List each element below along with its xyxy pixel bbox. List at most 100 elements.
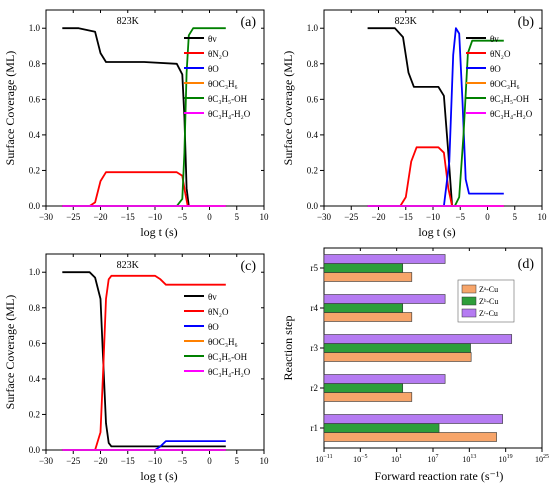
- y-tick-label: 0.2: [307, 165, 318, 175]
- y-tick-label: 0.0: [29, 445, 41, 455]
- x-tick-label: −20: [371, 212, 386, 222]
- chart-svg: −30 −25 −20 −15 −10 −5 0 5 10 0.0 0.2 0.4 0.6 0.8 1.0 l…: [3, 253, 269, 483]
- x-tick-label: −15: [399, 212, 414, 222]
- x-tick-label: 1013: [462, 454, 476, 464]
- x-tick-label: 1019: [499, 454, 513, 464]
- bar-r1-0: [323, 432, 497, 442]
- series-line-2: [367, 27, 504, 207]
- x-tick-label: 0: [207, 456, 212, 466]
- x-tick-label: −25: [66, 212, 81, 222]
- legend-swatch-0: [461, 284, 477, 294]
- x-tick-label: −30: [39, 212, 54, 222]
- legend-label-4: θC₃H₅-OH: [490, 94, 530, 104]
- x-tick-label: −30: [39, 456, 54, 466]
- legend-label-1: θN₂O: [208, 307, 229, 317]
- x-tick-label: −20: [93, 212, 108, 222]
- x-tick-label: 10: [538, 212, 548, 222]
- y-tick-label: 0.4: [29, 130, 41, 140]
- legend-label-3: θOC₃H₆: [490, 79, 520, 89]
- y-tick-label: 0.8: [29, 59, 41, 69]
- x-tick-label: −25: [66, 456, 81, 466]
- chart-svg: −30 −25 −20 −15 −10 −5 0 5 10 0.0 0.2 0.4 0.6 0.8 1.0 l…: [3, 9, 270, 239]
- chart-panel-a: −30 −25 −20 −15 −10 −5 0 5 10 0.0 0.2 0.4 0.6 0.8 1.0 l…: [0, 0, 272, 244]
- bar-r5-2: [323, 254, 446, 264]
- legend-swatch-2: [461, 308, 477, 318]
- y-tick-label: 0.6: [29, 94, 41, 104]
- legend-label-1: θN₂O: [208, 49, 229, 59]
- x-tick-label: 0: [485, 212, 490, 222]
- y-axis-label: Reaction step: [281, 316, 295, 381]
- series-line-0: [62, 271, 226, 448]
- bar-r2-0: [323, 392, 413, 402]
- legend-label-3: θOC₃H₆: [208, 337, 238, 347]
- x-tick-label: 10: [260, 212, 270, 222]
- bar-r4-1: [323, 303, 404, 313]
- temperature-annotation: 823K: [117, 260, 140, 271]
- legend-label-2: θO: [490, 64, 501, 74]
- bar-r2-2: [323, 374, 446, 384]
- legend-swatch-1: [461, 296, 477, 306]
- legend-label-3: θOC₃H₆: [208, 79, 238, 89]
- chart-panel-d: 10−11 10−5 101 107 1013 1019 1025 r1 r2 r3 r4 r5 For…: [278, 244, 550, 488]
- plot-frame: [323, 9, 543, 207]
- series-line-1: [62, 274, 226, 451]
- chart-svg: −30 −25 −20 −15 −10 −5 0 5 10 0.0 0.2 0.4 0.6 0.8 1.0 l…: [281, 9, 548, 239]
- x-axis-label: log t (s): [140, 469, 177, 483]
- series-line-0: [62, 27, 226, 207]
- x-tick-label: 0: [207, 212, 212, 222]
- legend-label-4: θC₃H₅-OH: [208, 352, 248, 362]
- panel-label: (b): [518, 15, 535, 30]
- series-line-4: [367, 39, 504, 207]
- x-tick-label: 5: [513, 212, 518, 222]
- legend-label-5: θC₃H₄-H₂O: [490, 109, 533, 119]
- bar-r2-1: [323, 383, 404, 393]
- y-tick-label: 1.0: [307, 23, 319, 33]
- legend-label-1: θN₂O: [490, 49, 511, 59]
- legend-label-1: Zᵇ-Cu: [479, 297, 498, 306]
- y-tick-label: 1.0: [29, 23, 41, 33]
- legend-label-0: Zᵃ-Cu: [479, 285, 498, 294]
- x-tick-label: 10−11: [315, 454, 332, 464]
- x-tick-label: −20: [93, 456, 108, 466]
- bar-r1-1: [323, 423, 440, 433]
- temperature-annotation: 823K: [395, 16, 418, 27]
- y-tick-label: r2: [311, 383, 319, 393]
- x-tick-label: 5: [235, 212, 240, 222]
- y-tick-label: 0.4: [29, 374, 41, 384]
- x-tick-label: 101: [391, 454, 402, 464]
- bar-r3-2: [323, 334, 513, 344]
- y-tick-label: r1: [311, 423, 319, 433]
- bar-r5-0: [323, 272, 413, 282]
- panel-label: (d): [518, 257, 535, 272]
- x-tick-label: 10−5: [353, 454, 367, 464]
- y-axis-label: Surface Coverage (ML): [3, 295, 17, 410]
- legend-label-5: θC₃H₄-H₂O: [208, 367, 251, 377]
- x-tick-label: −10: [426, 212, 441, 222]
- x-tick-label: 5: [235, 456, 240, 466]
- y-tick-label: 0.4: [307, 130, 319, 140]
- x-tick-label: −30: [317, 212, 332, 222]
- y-tick-label: 0.8: [307, 59, 319, 69]
- chart-panel-b: −30 −25 −20 −15 −10 −5 0 5 10 0.0 0.2 0.4 0.6 0.8 1.0 l…: [278, 0, 550, 244]
- bar-r3-1: [323, 343, 471, 353]
- y-tick-label: r3: [311, 343, 319, 353]
- x-tick-label: 107: [428, 454, 439, 464]
- chart-panel-c: −30 −25 −20 −15 −10 −5 0 5 10 0.0 0.2 0.4 0.6 0.8 1.0 l…: [0, 244, 272, 488]
- legend-label-2: θO: [208, 322, 219, 332]
- legend-label-4: θC₃H₅-OH: [208, 94, 248, 104]
- y-tick-label: r5: [311, 263, 319, 273]
- temperature-annotation: 823K: [117, 16, 140, 27]
- chart-svg: 10−11 10−5 101 107 1013 1019 1025 r1 r2 r3 r4 r5 For…: [281, 247, 549, 483]
- series-line-4: [62, 27, 226, 207]
- series-line-1: [367, 146, 504, 207]
- y-tick-label: 0.2: [29, 409, 40, 419]
- x-tick-label: −5: [177, 212, 187, 222]
- panel-label: (c): [240, 259, 256, 274]
- legend-label-2: θO: [208, 64, 219, 74]
- y-tick-label: 0.8: [29, 303, 41, 313]
- legend-label-2: Zᶜ-Cu: [479, 309, 498, 318]
- x-tick-label: −15: [121, 456, 136, 466]
- x-tick-label: −15: [121, 212, 136, 222]
- y-tick-label: 1.0: [29, 267, 41, 277]
- series-line-0: [367, 27, 504, 207]
